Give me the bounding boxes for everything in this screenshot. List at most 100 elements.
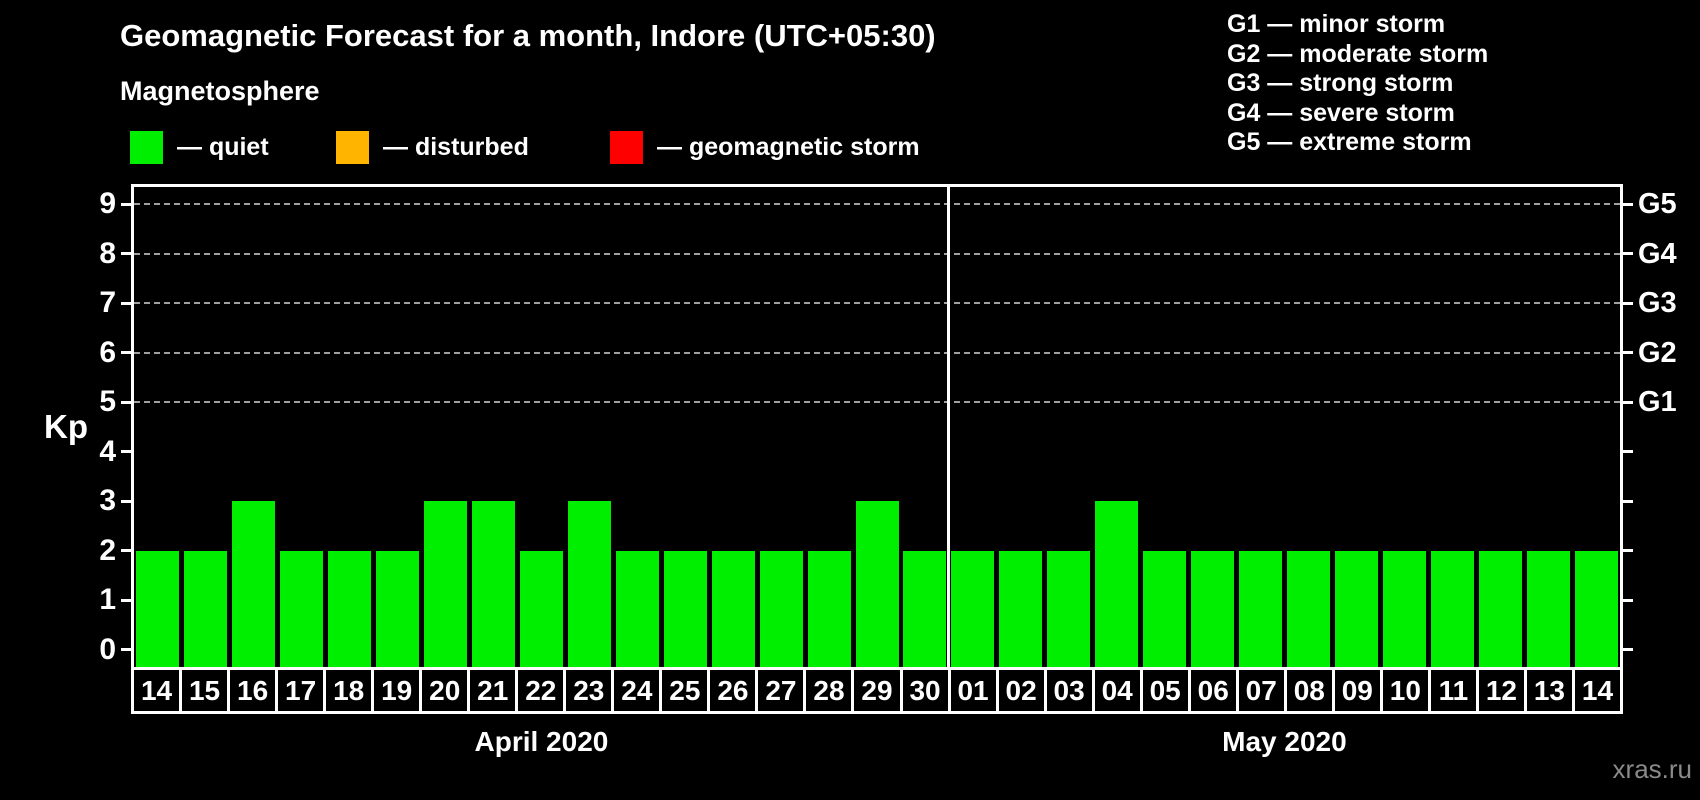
legend-item-geomagnetic-storm: — geomagnetic storm — [610, 131, 920, 164]
y-tick-label: 6 — [99, 335, 116, 369]
kp-bar — [1047, 550, 1091, 667]
date-axis: 14 15 16 17 18 19 20 21 22 23 24 25 26 27 28 29 30 01 02 03… — [131, 667, 1623, 714]
date-cell: 13 — [1526, 670, 1572, 711]
kp-bar — [184, 550, 228, 667]
date-cell: 24 — [614, 670, 660, 711]
date-cell: 15 — [182, 670, 228, 711]
kp-bar — [280, 550, 324, 667]
date-cell: 28 — [806, 670, 852, 711]
date-cell: 03 — [1046, 670, 1092, 711]
date-cell: 16 — [230, 670, 276, 711]
kp-bar — [232, 501, 276, 667]
month-divider — [947, 187, 951, 667]
y-tick-right — [1623, 450, 1633, 454]
chart-title: Geomagnetic Forecast for a month, Indore… — [120, 18, 936, 53]
y-tick-label: 0 — [99, 632, 116, 666]
y-tick-label: 9 — [99, 187, 116, 221]
y-tick-left — [121, 202, 131, 206]
kp-bar — [759, 550, 803, 667]
date-cell: 23 — [566, 670, 612, 711]
kp-bar — [951, 550, 995, 667]
disturbed-color-swatch — [336, 131, 369, 164]
storm-scale-line: G1 — minor storm — [1227, 10, 1446, 38]
kp-bar — [376, 550, 420, 667]
kp-bar — [1382, 550, 1426, 667]
watermark: xras.ru — [1612, 754, 1692, 784]
g-level-label: G2 — [1638, 336, 1677, 369]
date-cell: 19 — [374, 670, 420, 711]
legend-item-quiet: — quiet — [130, 131, 269, 164]
storm-scale-line: G4 — severe storm — [1227, 98, 1455, 127]
y-tick-left — [121, 252, 131, 256]
date-cell: 26 — [710, 670, 756, 711]
gridline-kp-9 — [134, 203, 1620, 206]
magnetosphere-legend: — quiet — disturbed — geomagnetic storm — [0, 131, 1100, 171]
kp-bar — [1191, 550, 1235, 667]
geomagnetic-storm-color-swatch — [610, 131, 643, 164]
y-tick-label: 1 — [99, 583, 116, 617]
y-tick-right — [1623, 648, 1633, 652]
kp-bar — [1143, 550, 1187, 667]
g-level-label: G1 — [1638, 386, 1677, 419]
storm-scale-line: G5 — extreme storm — [1227, 128, 1472, 156]
date-cell: 17 — [278, 670, 324, 711]
gridline-kp-7 — [134, 302, 1620, 305]
kp-bar — [1430, 550, 1474, 667]
kp-bar — [711, 550, 755, 667]
kp-bar — [1526, 550, 1570, 667]
kp-bar — [1238, 550, 1282, 667]
plot-area — [121, 184, 1633, 667]
y-tick-left — [121, 400, 131, 404]
date-cell: 25 — [662, 670, 708, 711]
kp-bar — [807, 550, 851, 667]
y-tick-left — [121, 598, 131, 602]
kp-bar — [1574, 550, 1618, 667]
gridline-kp-5 — [134, 401, 1620, 404]
kp-bar — [1334, 550, 1378, 667]
kp-bar — [136, 550, 180, 667]
kp-bar — [1095, 501, 1139, 667]
kp-bar — [328, 550, 372, 667]
date-cell: 09 — [1334, 670, 1380, 711]
storm-scale-line: G3 — strong storm — [1227, 69, 1454, 97]
kp-bar — [663, 550, 707, 667]
date-cell: 18 — [326, 670, 372, 711]
date-cell: 11 — [1430, 670, 1476, 711]
kp-bar — [1478, 550, 1522, 667]
y-tick-right — [1623, 301, 1633, 305]
g-level-label: G4 — [1638, 237, 1677, 270]
storm-scale-line: G2 — moderate storm — [1227, 39, 1489, 68]
kp-bar — [903, 550, 947, 667]
kp-bar — [615, 550, 659, 667]
y-tick-label: 3 — [99, 484, 116, 518]
y-tick-right — [1623, 400, 1633, 404]
legend-item-label: — quiet — [177, 133, 269, 161]
y-tick-left — [121, 351, 131, 355]
date-cell: 14 — [1574, 670, 1620, 711]
date-cell: 04 — [1094, 670, 1140, 711]
date-cell: 07 — [1238, 670, 1284, 711]
date-cell: 29 — [854, 670, 900, 711]
y-tick-right — [1623, 598, 1633, 602]
date-cell: 05 — [1142, 670, 1188, 711]
date-cell: 14 — [134, 670, 180, 711]
y-tick-left — [121, 450, 131, 454]
y-tick-label: 5 — [99, 385, 116, 419]
month-label: May 2020 — [1222, 726, 1347, 757]
gridline-kp-8 — [134, 252, 1620, 255]
legend-item-label: — disturbed — [383, 133, 529, 161]
date-cell: 10 — [1382, 670, 1428, 711]
g-level-label: G3 — [1638, 287, 1677, 320]
legend-item-disturbed: — disturbed — [336, 131, 529, 164]
date-cell: 06 — [1190, 670, 1236, 711]
y-tick-label: 2 — [99, 533, 116, 567]
date-cell: 12 — [1478, 670, 1524, 711]
legend-item-label: — geomagnetic storm — [657, 133, 920, 161]
date-cell: 02 — [998, 670, 1044, 711]
date-cell: 20 — [422, 670, 468, 711]
date-cell: 22 — [518, 670, 564, 711]
date-cell: 30 — [902, 670, 948, 711]
storm-scale-legend: G1 — minor storm G2 — moderate storm G3 — … — [1227, 10, 1488, 158]
kp-bar — [999, 550, 1043, 667]
